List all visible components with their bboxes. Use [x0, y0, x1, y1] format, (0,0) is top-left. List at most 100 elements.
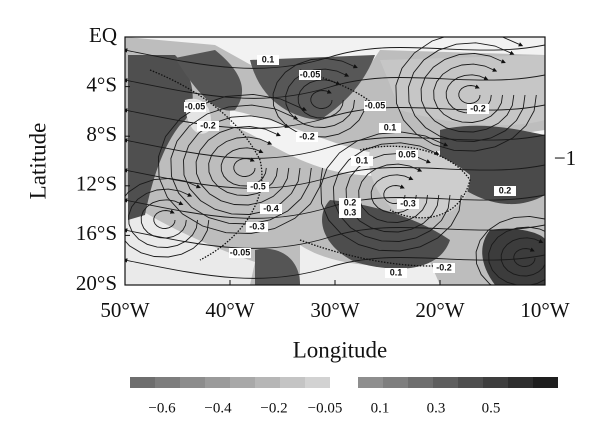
positive-region [175, 50, 243, 111]
contour-label: -0.05 [185, 101, 206, 111]
x-tick-label: 40°W [205, 298, 254, 322]
streamline [125, 164, 545, 189]
contour-label: -0.05 [365, 100, 386, 110]
colorbar-swatch [230, 377, 255, 388]
contour-label-bg [494, 186, 516, 196]
streamline [125, 194, 545, 219]
streamline [157, 93, 323, 235]
colorbar-swatch [508, 377, 533, 388]
streamline [140, 199, 187, 239]
y-tick-label: 12°S [76, 172, 117, 196]
side-label: −1 [554, 146, 576, 170]
contour-label: -0.3 [400, 198, 416, 208]
colorbar-swatch [483, 377, 508, 388]
contour-label-bg [433, 263, 455, 273]
colorbar-swatch [205, 377, 230, 388]
colorbar-label: 0.3 [427, 400, 446, 416]
colorbar-swatch [280, 377, 305, 388]
colorbar-swatch [180, 377, 205, 388]
streamline [233, 157, 256, 177]
contour-label: -0.2 [200, 120, 216, 130]
contour-labels: 0.1 -0.05 -0.05 -0.2 -0.2 -0.05 0.1 -0.2 0.1 0.05… [184, 54, 516, 278]
contour-label-bg [197, 121, 219, 131]
colorbar-label: 0.5 [482, 400, 501, 416]
x-tick-label: 50°W [100, 298, 149, 322]
contour-label: 0.3 [344, 207, 357, 217]
streamline [220, 147, 267, 187]
contour-label: -0.2 [470, 103, 486, 113]
map-field: 0.1 -0.05 -0.05 -0.2 -0.2 -0.05 0.1 -0.2 0.1 0.05… [125, 37, 545, 285]
streamline [513, 247, 536, 267]
y-tick-label: 20°S [76, 271, 117, 295]
streamline [125, 74, 545, 99]
y-tick-label: EQ [89, 23, 117, 47]
colorbar-label: −0.2 [260, 400, 287, 416]
contour-label-bg [364, 101, 386, 111]
contour-label-bg [257, 55, 279, 65]
contour-label: -0.3 [249, 221, 265, 231]
colorbar-swatch [383, 377, 408, 388]
colorbar-label: 0.1 [371, 400, 390, 416]
y-tick-label: 8°S [86, 122, 117, 146]
contour-label: 0.1 [384, 122, 397, 132]
colorbar-swatch [255, 377, 280, 388]
axis-ticks: 50°W 40°W 30°W 20°W 10°W EQ 4°S 8°S 12°S 16°S 20°S [76, 23, 570, 322]
x-tick-label: 20°W [415, 298, 464, 322]
streamline [433, 63, 503, 123]
contour-label: 0.1 [262, 54, 275, 64]
streamline [125, 177, 210, 258]
streamline [475, 215, 545, 285]
colorbar-swatch [458, 377, 483, 388]
colorbar-label: −0.4 [204, 400, 232, 416]
streamline [297, 79, 344, 119]
colorbar-label: −0.6 [148, 400, 176, 416]
streamline [408, 42, 526, 142]
contour-label: 0.1 [356, 155, 369, 165]
streamline [170, 104, 312, 225]
contour-label-bg [351, 156, 373, 166]
streamline [125, 224, 545, 249]
streamline [500, 237, 545, 277]
positive-region [250, 55, 375, 120]
colorbar-swatch [130, 377, 155, 388]
colorbar-swatch [358, 377, 383, 388]
contour-label: 0.1 [390, 267, 403, 277]
contour-label: 0.2 [344, 197, 357, 207]
streamline [488, 226, 545, 285]
streamline [458, 84, 481, 104]
contour-label-bg [299, 70, 321, 80]
contour-label-bg [396, 150, 418, 160]
contour-label-bg [339, 198, 361, 208]
positive-region [128, 55, 193, 220]
contour-label-bg [296, 132, 318, 142]
contour-label-bg [379, 123, 401, 133]
contour-label-bg [246, 222, 268, 232]
contour-line [299, 239, 451, 267]
streamline [125, 254, 545, 279]
colorbar-swatch [433, 377, 458, 388]
streamline [125, 134, 545, 159]
streamline [310, 89, 333, 109]
contour-label-bg [467, 104, 489, 114]
contour-label-bg [260, 204, 282, 214]
colorbar-swatch [408, 377, 433, 388]
contour-label-bg [397, 199, 419, 209]
contour-label: -0.4 [263, 203, 279, 213]
streamline [358, 163, 428, 223]
contour-label-bg [339, 208, 361, 218]
streamline [320, 131, 462, 252]
contour-label: 0.2 [499, 185, 512, 195]
contour-label: -0.05 [300, 69, 321, 79]
streamline [153, 209, 176, 229]
contour-label: 0.05 [398, 149, 416, 159]
streamline [395, 37, 537, 152]
streamline [420, 52, 515, 133]
contour-label: -0.05 [230, 247, 251, 257]
contour-line [359, 145, 471, 219]
y-tick-label: 16°S [76, 221, 117, 245]
colorbar-swatch [533, 377, 558, 388]
y-tick-label: 4°S [86, 72, 117, 96]
contour-label-bg [385, 268, 407, 278]
